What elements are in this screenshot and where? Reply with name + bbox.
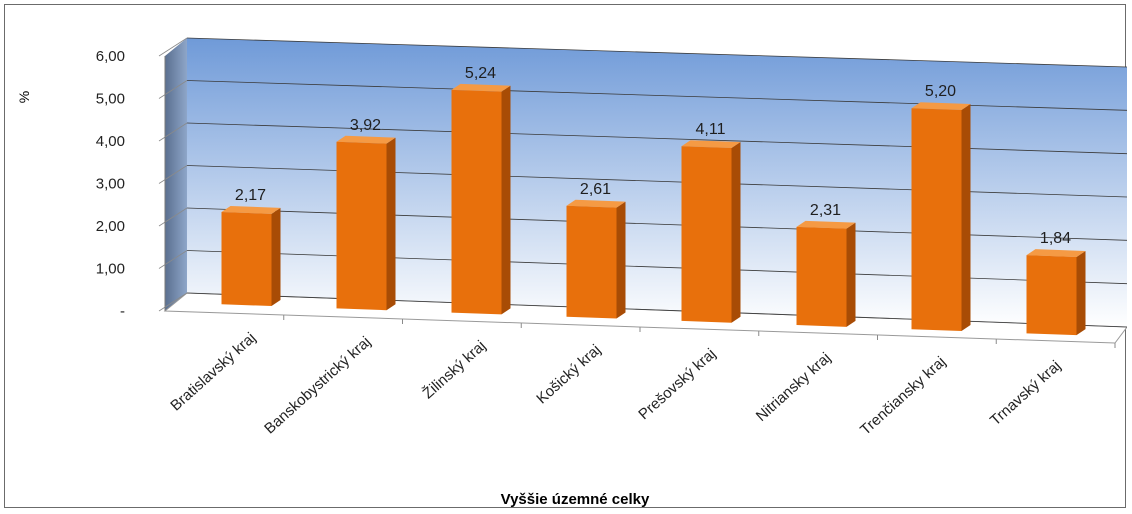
data-label: 5,20 [925,83,956,100]
y-tick-labels: - 1,00 2,00 3,00 4,00 5,00 6,00 [96,48,125,320]
bar-top [681,140,741,149]
bar: 5,24 [451,65,511,315]
y-tick-label: 3,00 [96,176,125,193]
bar: 2,61 [566,181,626,319]
side-gridline [158,292,188,312]
y-tick-label: 6,00 [96,48,125,65]
x-tick-label: Trenčiansky kraj [857,353,949,438]
bar: 3,92 [336,117,396,311]
side-gridline [158,80,188,99]
bar-front [911,108,962,332]
x-tick-label: Košický kraj [533,341,604,407]
x-tick-label: Banskobystrický kraj [261,333,374,437]
bar-top [796,220,856,229]
data-label: 5,24 [465,65,496,82]
bar-front [221,212,272,307]
bar-side [386,137,396,311]
side-gridline [158,122,188,142]
bar-side [501,85,511,315]
side-gridline [158,207,188,227]
x-tick-label: Nitriansky kraj [753,349,834,425]
y-tick-label: 2,00 [96,218,125,235]
bar-top [451,83,511,92]
y-axis-label: % [16,91,32,103]
data-label: 3,92 [350,117,381,134]
side-gridline [158,37,188,57]
gridline [186,37,1128,68]
bar-side [616,201,626,319]
x-axis-label: Vyššie územné celky [501,491,650,508]
bar-side [271,207,281,307]
bar-top [1026,249,1086,257]
bar: 2,31 [796,202,856,327]
x-tick-label: Bratislavský kraj [167,329,259,414]
data-label: 2,31 [810,202,841,219]
bar-front [796,226,847,327]
bar-top [336,135,396,144]
x-tick-label: Prešovský kraj [635,345,719,423]
y-tick-label: - [120,303,125,320]
bar-front [451,89,502,315]
data-label: 4,11 [696,121,726,138]
x-tick-label: Trnavský kraj [987,357,1064,429]
y-tick-label: 5,00 [96,91,125,108]
data-label: 2,17 [235,187,266,204]
bar-front [336,141,387,311]
chart-walls [163,38,1128,344]
bar: 1,84 [1026,230,1086,336]
bar-chart: -1,002,003,004,005,006,00 2,173,925,242,… [16,37,1128,508]
bar-front [681,146,732,323]
bar-side [1076,250,1086,336]
bar-top [911,102,971,111]
side-wall [165,38,187,311]
side-gridline [158,250,188,269]
x-tick-label: Žilinský kraj [420,337,490,402]
bar: 5,20 [911,83,971,332]
y-tick-label: 4,00 [96,133,125,150]
bar: 4,11 [681,121,741,323]
y-tick-label: 1,00 [96,261,125,278]
data-label: 1,84 [1040,230,1071,247]
bar-side [846,222,856,327]
chart-frame: -1,00 2,00 3,00 4,00 5,00 6,00 2,17 3,92 5,24 2,… [4,4,1128,508]
bar-side [961,104,971,332]
bar-side [731,142,741,323]
side-gridline [158,165,188,184]
bar-top [221,206,281,214]
bars: 2,17 3,92 5,24 2,61 4,11 2,31 5,20 1,84 [221,65,1086,336]
bar-front [566,205,617,319]
data-label: 2,61 [580,181,611,198]
back-wall [187,38,1127,327]
bar-top [566,199,626,208]
bar: 2,17 [221,187,281,307]
bar-front [1026,255,1077,336]
